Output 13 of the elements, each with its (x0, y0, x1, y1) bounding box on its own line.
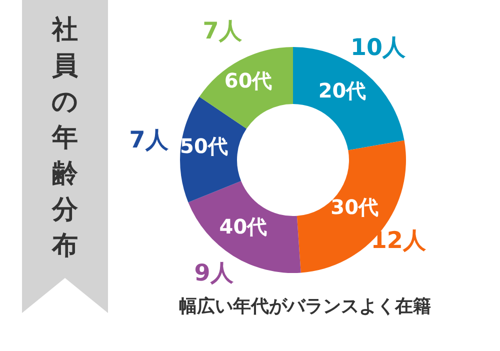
slice-label: 30代 (330, 195, 379, 220)
data-label: 10人 (350, 34, 406, 61)
text: 社員の年齢分布 (52, 14, 78, 263)
data-label: 9人 (194, 260, 234, 287)
slice-label: 20代 (318, 78, 366, 102)
donut-slice (180, 96, 247, 202)
slice-label: 50代 (180, 134, 228, 158)
slice-label: 60代 (224, 68, 272, 92)
data-label: 7人 (129, 127, 170, 154)
slice-label: 40代 (219, 214, 268, 239)
donut-slice (199, 47, 293, 129)
data-label: 7人 (202, 18, 243, 44)
text: 幅広い年代がバランスよく在籍 (178, 295, 432, 318)
